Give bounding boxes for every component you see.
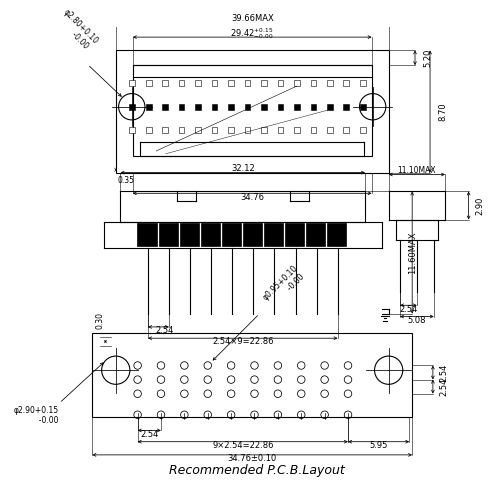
- Bar: [306, 224, 325, 246]
- Text: 2.54×9=22.86: 2.54×9=22.86: [212, 338, 274, 346]
- Bar: [116, 50, 388, 172]
- Text: 29.42$^{+0.15}_{-0.00}$: 29.42$^{+0.15}_{-0.00}$: [230, 26, 274, 41]
- Text: 32.12: 32.12: [231, 164, 254, 173]
- Text: 2.54: 2.54: [440, 364, 448, 382]
- Bar: [130, 104, 135, 110]
- Bar: [162, 104, 168, 110]
- Bar: [132, 66, 372, 156]
- Text: 39.66MAX: 39.66MAX: [231, 14, 274, 23]
- Text: 34.76±0.10: 34.76±0.10: [228, 454, 277, 463]
- Text: φ2.80+0.10
         -0.00: φ2.80+0.10 -0.00: [54, 8, 100, 53]
- Bar: [212, 80, 218, 86]
- Bar: [294, 80, 300, 86]
- Bar: [138, 224, 156, 246]
- Bar: [294, 104, 300, 110]
- Text: 5.08: 5.08: [408, 316, 426, 325]
- Text: 11.10MAX: 11.10MAX: [398, 166, 436, 175]
- Bar: [196, 80, 201, 86]
- Bar: [344, 104, 349, 110]
- Bar: [278, 128, 283, 133]
- Bar: [92, 332, 412, 417]
- Bar: [244, 104, 250, 110]
- Bar: [327, 80, 332, 86]
- Bar: [228, 128, 234, 133]
- Bar: [158, 224, 178, 246]
- Bar: [196, 104, 201, 110]
- Bar: [146, 128, 152, 133]
- Bar: [327, 128, 332, 133]
- Text: 2.90: 2.90: [476, 196, 484, 214]
- Text: 0.35: 0.35: [118, 176, 134, 186]
- Bar: [360, 104, 366, 110]
- Bar: [310, 104, 316, 110]
- Bar: [360, 80, 366, 86]
- Text: 2.54: 2.54: [140, 430, 158, 438]
- Text: 34.76: 34.76: [240, 192, 264, 202]
- Text: 2.54: 2.54: [440, 378, 448, 396]
- Bar: [228, 80, 234, 86]
- Bar: [146, 104, 152, 110]
- Bar: [162, 128, 168, 133]
- Text: Recommended P.C.B.Layout: Recommended P.C.B.Layout: [169, 464, 345, 476]
- Bar: [294, 128, 300, 133]
- Text: 11.60MAX: 11.60MAX: [408, 232, 416, 274]
- Bar: [212, 104, 218, 110]
- Bar: [180, 224, 199, 246]
- Bar: [222, 224, 241, 246]
- Text: 5.20: 5.20: [424, 48, 432, 67]
- Bar: [228, 104, 234, 110]
- Bar: [344, 128, 349, 133]
- Text: 2.54: 2.54: [155, 326, 174, 335]
- Bar: [261, 80, 267, 86]
- Bar: [278, 104, 283, 110]
- Text: 2.54: 2.54: [399, 304, 417, 314]
- Bar: [327, 224, 346, 246]
- Bar: [261, 104, 267, 110]
- Bar: [264, 224, 283, 246]
- Bar: [327, 104, 332, 110]
- Bar: [243, 224, 262, 246]
- Bar: [200, 224, 220, 246]
- Bar: [244, 80, 250, 86]
- Text: φ2.90+0.15
          -0.00: φ2.90+0.15 -0.00: [14, 406, 59, 425]
- Bar: [179, 80, 184, 86]
- Bar: [130, 128, 135, 133]
- Text: 0.30: 0.30: [95, 312, 104, 329]
- Text: 9×2.54=22.86: 9×2.54=22.86: [212, 441, 274, 450]
- Text: φ0.95+0.10
          -0.00: φ0.95+0.10 -0.00: [262, 264, 307, 309]
- Bar: [196, 128, 201, 133]
- Bar: [261, 128, 267, 133]
- Text: 5.95: 5.95: [370, 441, 388, 450]
- Bar: [285, 224, 304, 246]
- Bar: [310, 80, 316, 86]
- Bar: [146, 80, 152, 86]
- Bar: [179, 128, 184, 133]
- Bar: [130, 80, 135, 86]
- Bar: [278, 80, 283, 86]
- Bar: [212, 128, 218, 133]
- Bar: [310, 128, 316, 133]
- Bar: [179, 104, 184, 110]
- Text: 8.70: 8.70: [438, 102, 448, 121]
- Bar: [162, 80, 168, 86]
- Bar: [244, 128, 250, 133]
- Bar: [344, 80, 349, 86]
- Bar: [360, 128, 366, 133]
